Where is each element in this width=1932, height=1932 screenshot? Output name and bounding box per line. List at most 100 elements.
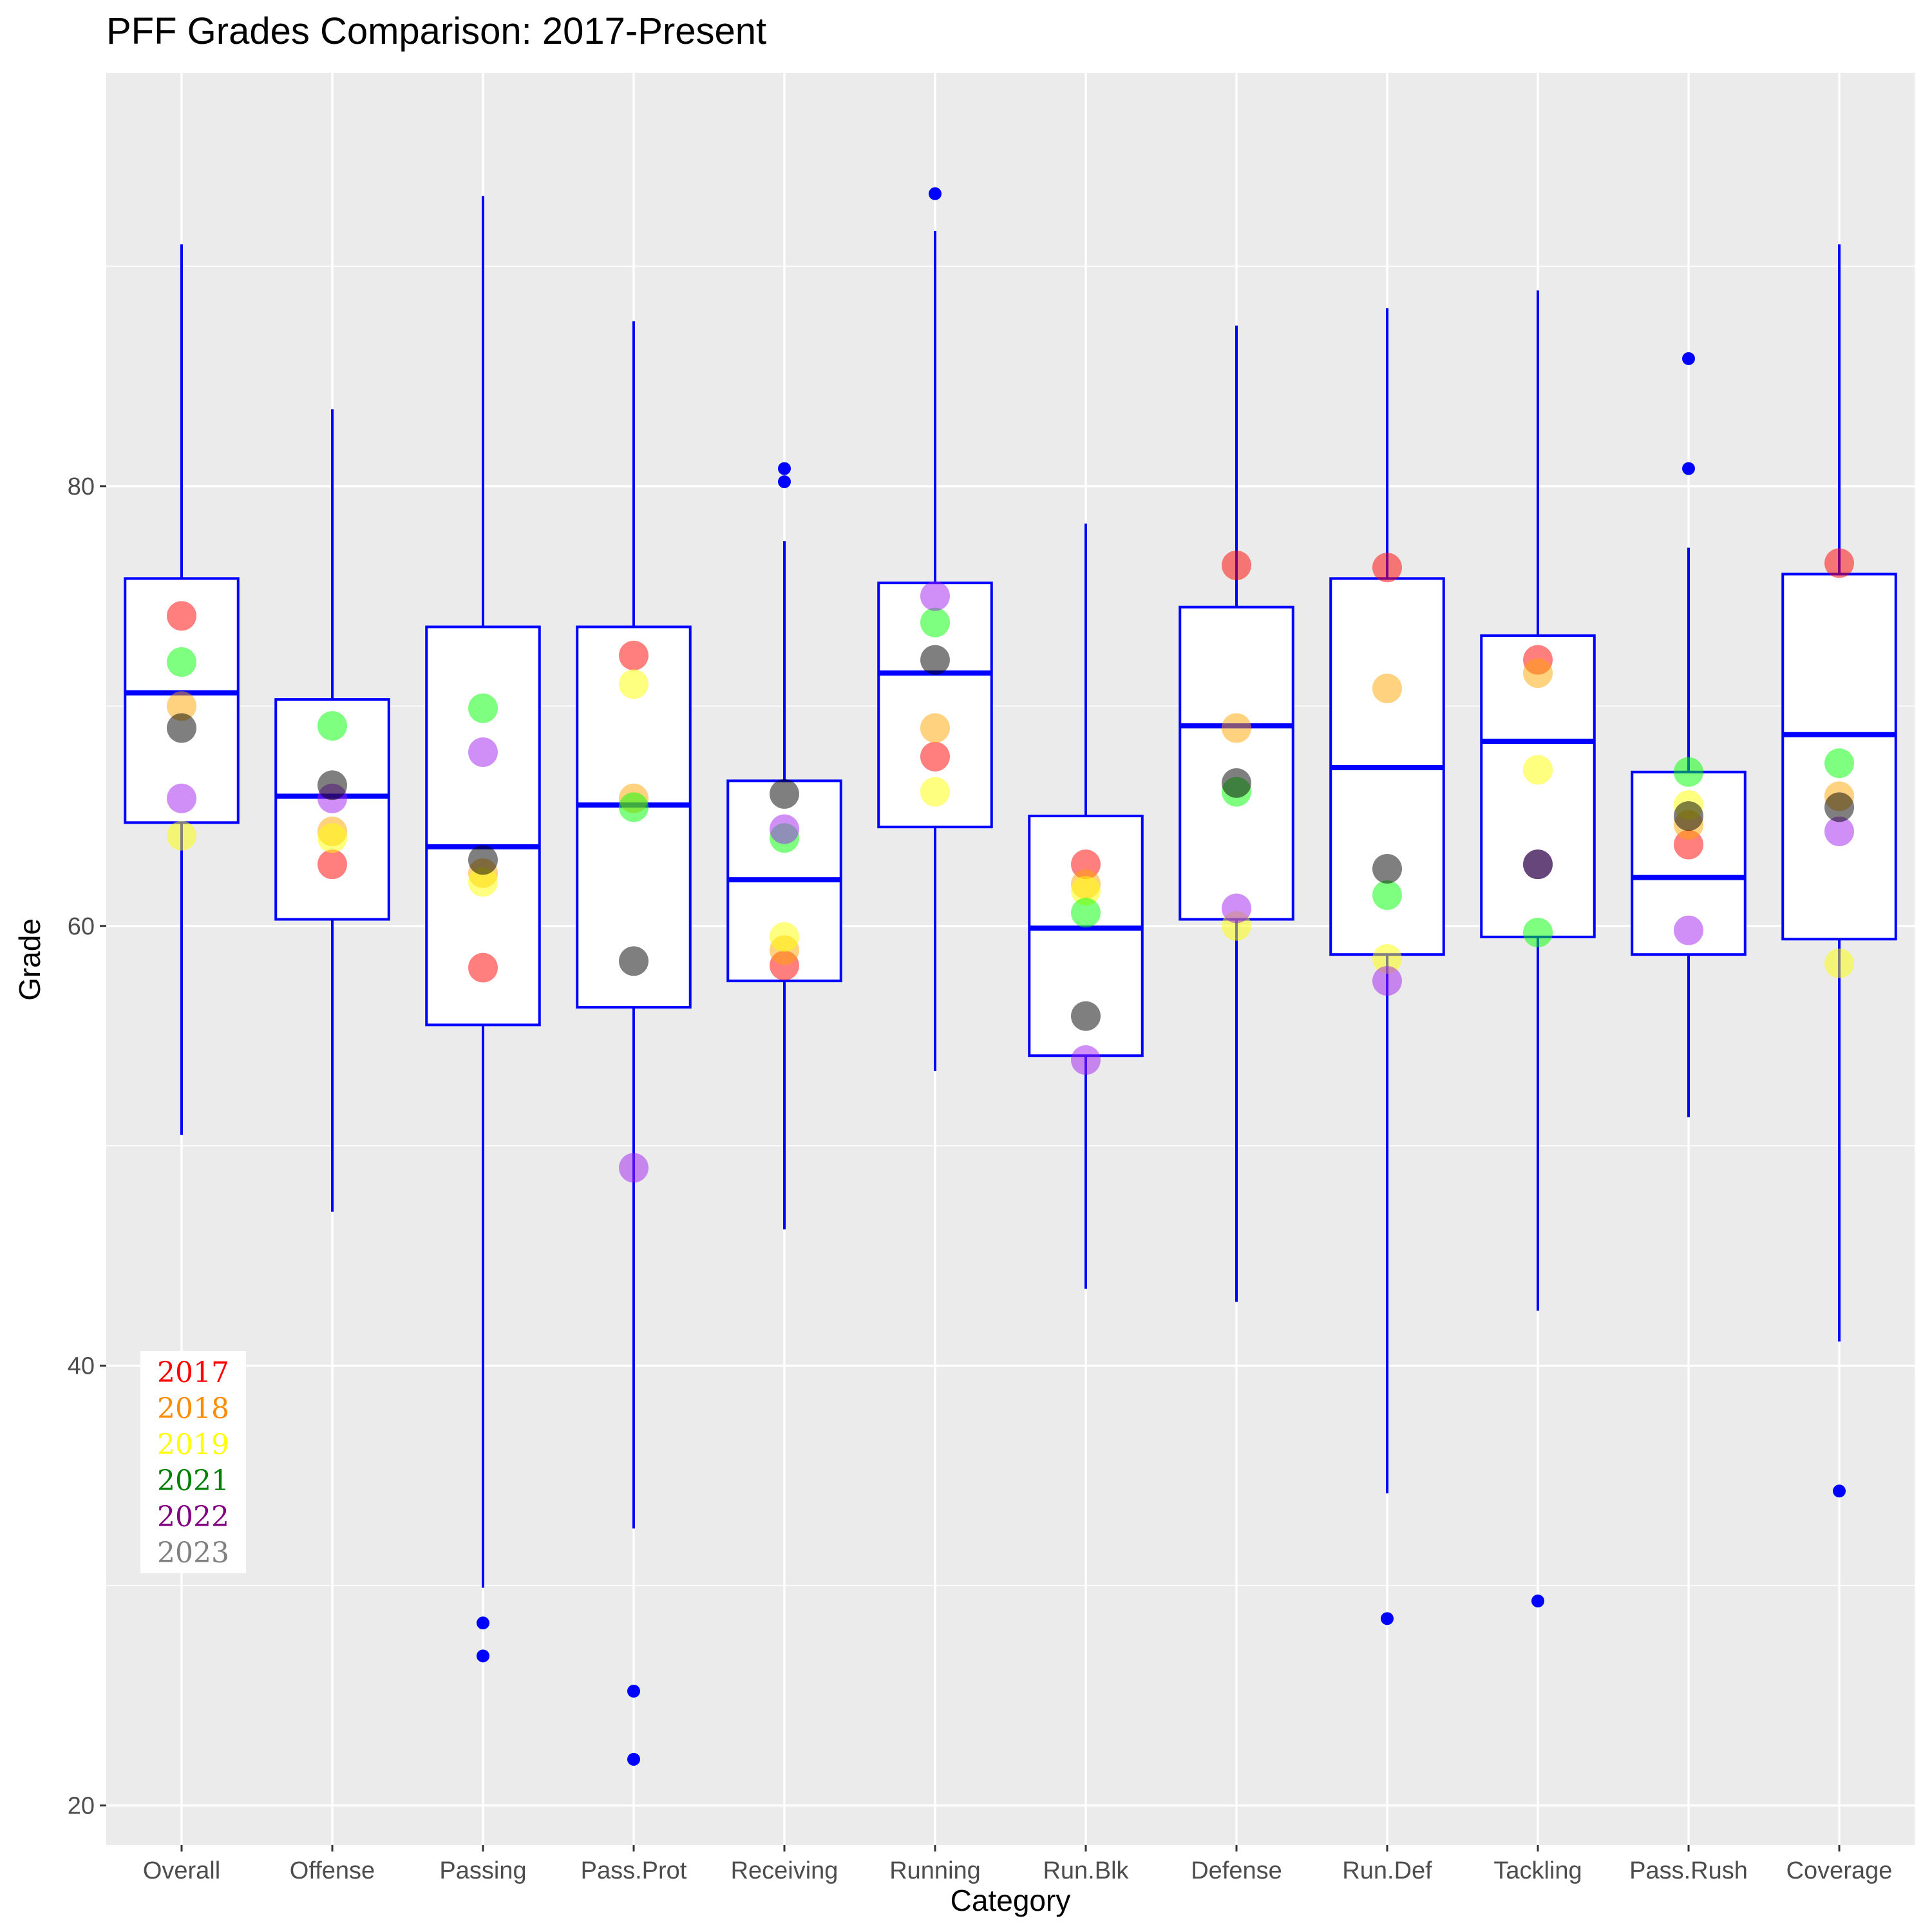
outlier-point xyxy=(1531,1595,1544,1608)
point-layer xyxy=(167,548,1854,1183)
x-tick-label: Run.Blk xyxy=(1043,1857,1129,1884)
data-point xyxy=(167,691,196,721)
data-point xyxy=(1071,898,1101,928)
data-point xyxy=(1824,948,1854,978)
data-point xyxy=(1674,801,1703,831)
data-point xyxy=(1523,849,1553,880)
data-point xyxy=(619,1153,649,1183)
data-point xyxy=(1222,893,1251,923)
data-point xyxy=(1674,915,1703,945)
box-passing xyxy=(425,196,541,1663)
x-tick-label: Offense xyxy=(290,1857,375,1884)
data-point xyxy=(1523,918,1553,948)
data-point xyxy=(1824,816,1854,846)
x-axis: Overall Offense Passing Pass.Prot Receiving R… xyxy=(143,1845,1893,1884)
data-point xyxy=(317,849,347,880)
data-point xyxy=(1824,748,1854,779)
outlier-point xyxy=(929,187,942,200)
x-tick-label: Defense xyxy=(1191,1857,1282,1884)
outlier-point xyxy=(778,475,791,489)
outlier-point xyxy=(477,1616,489,1630)
plot-panel xyxy=(106,73,1915,1845)
data-point xyxy=(920,713,950,743)
data-point xyxy=(468,867,498,897)
data-point xyxy=(167,820,196,851)
data-point xyxy=(317,823,347,853)
x-tick-label: Passing xyxy=(439,1857,526,1884)
series-2019 xyxy=(167,669,1854,978)
data-point xyxy=(920,607,950,638)
legend-entry: 2017 xyxy=(157,1356,229,1389)
outlier-point xyxy=(627,1684,640,1698)
series-2023 xyxy=(167,645,1854,1031)
y-axis: 20 40 60 80 xyxy=(68,473,106,1820)
outlier-point xyxy=(1682,462,1695,475)
data-point xyxy=(920,741,950,772)
data-point xyxy=(619,946,649,976)
y-axis-title: Grade xyxy=(13,918,46,1001)
data-point xyxy=(1523,755,1553,785)
data-point xyxy=(619,792,649,822)
data-point xyxy=(619,640,649,670)
data-point xyxy=(317,770,347,800)
data-point xyxy=(920,777,950,807)
data-point xyxy=(1071,876,1101,906)
data-point xyxy=(1071,1045,1101,1075)
x-tick-label: Coverage xyxy=(1786,1857,1893,1884)
y-tick-label: 60 xyxy=(68,913,95,940)
data-point xyxy=(920,645,950,675)
x-tick-label: Overall xyxy=(143,1857,220,1884)
data-point xyxy=(1222,768,1251,798)
outlier-point xyxy=(1381,1612,1394,1625)
data-point xyxy=(770,814,799,844)
data-point xyxy=(1222,713,1251,743)
outlier-point xyxy=(1833,1484,1846,1498)
data-point xyxy=(167,601,196,631)
x-tick-label: Receiving xyxy=(731,1857,838,1884)
data-point xyxy=(1824,792,1854,822)
data-point xyxy=(1372,674,1402,704)
legend-entry: 2019 xyxy=(157,1428,229,1461)
y-tick-label: 80 xyxy=(68,473,95,500)
y-tick-label: 20 xyxy=(68,1793,95,1820)
box-defense xyxy=(1179,325,1294,1302)
data-point xyxy=(1372,944,1402,974)
data-point xyxy=(317,711,347,741)
data-point xyxy=(167,647,196,677)
outlier-point xyxy=(778,462,791,475)
outlier-point xyxy=(1682,352,1695,365)
legend-entry: 2021 xyxy=(157,1464,229,1497)
x-tick-label: Tackling xyxy=(1493,1857,1582,1884)
chart-title: PFF Grades Comparison: 2017-Present xyxy=(106,10,766,52)
data-point xyxy=(1071,1001,1101,1031)
data-point xyxy=(619,669,649,699)
series-2021 xyxy=(167,607,1854,948)
data-point xyxy=(468,952,498,983)
data-point xyxy=(468,737,498,768)
data-point xyxy=(468,693,498,723)
box-tackling xyxy=(1480,290,1596,1608)
box-run-def xyxy=(1329,308,1445,1625)
outlier-point xyxy=(627,1752,640,1766)
x-tick-label: Pass.Rush xyxy=(1629,1857,1748,1884)
data-point xyxy=(770,779,799,809)
data-point xyxy=(770,922,799,952)
legend-entry: 2022 xyxy=(157,1501,229,1533)
x-axis-title: Category xyxy=(951,1884,1071,1917)
legend-box xyxy=(140,1351,246,1573)
data-point xyxy=(1372,880,1402,910)
data-point xyxy=(1222,550,1251,580)
x-tick-label: Pass.Prot xyxy=(581,1857,687,1884)
legend-entry: 2023 xyxy=(157,1537,229,1569)
data-point xyxy=(920,581,950,611)
data-point xyxy=(1372,966,1402,996)
data-point xyxy=(1372,854,1402,884)
data-point xyxy=(167,783,196,813)
data-point xyxy=(468,845,498,875)
data-point xyxy=(1523,658,1553,688)
data-point xyxy=(1674,757,1703,787)
y-tick-label: 40 xyxy=(68,1353,95,1380)
x-tick-label: Run.Def xyxy=(1342,1857,1432,1884)
